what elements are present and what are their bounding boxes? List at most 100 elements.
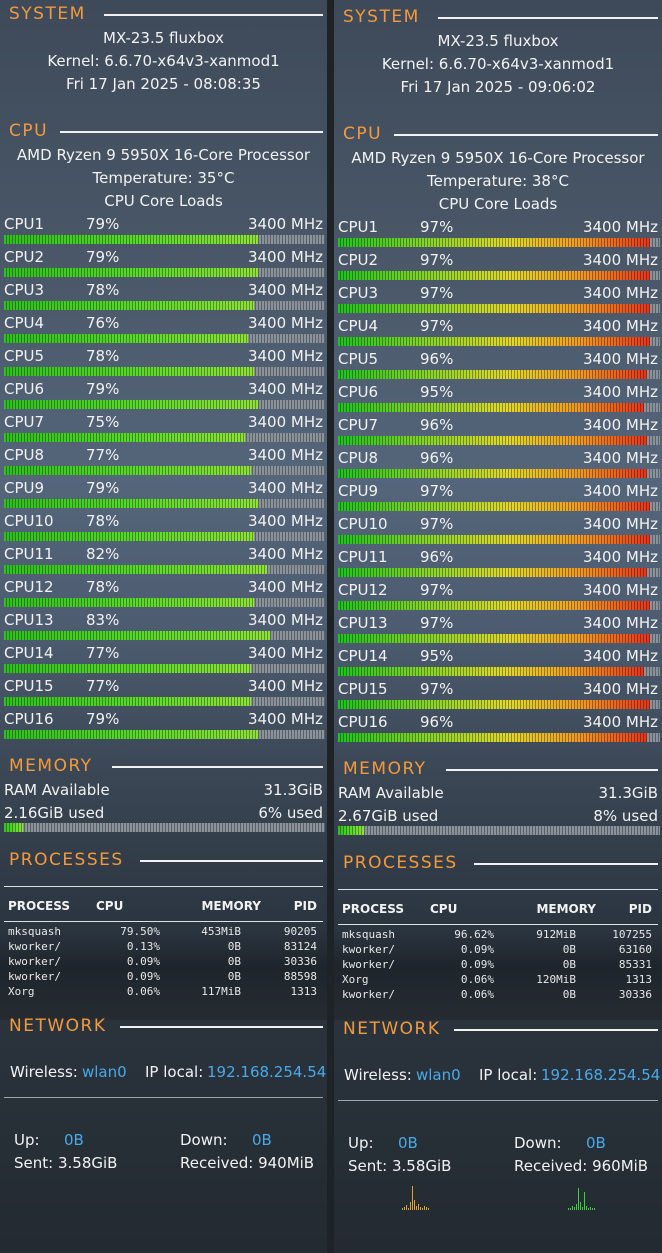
cpu-core-load-bar bbox=[338, 601, 660, 610]
cpu-core-row: CPU2 97% 3400 MHz bbox=[338, 250, 658, 270]
bar-ticks bbox=[4, 631, 325, 640]
cpu-core-load-bar bbox=[4, 235, 325, 244]
cpu-core-loads-label: CPU Core Loads bbox=[438, 195, 558, 213]
cpu-core-load-bar bbox=[338, 634, 660, 643]
cpu-core-load-bar bbox=[4, 730, 325, 739]
process-row: mksquash 96.62% 912MiB 107255 bbox=[338, 928, 658, 942]
cpu-core-row: CPU8 96% 3400 MHz bbox=[338, 448, 658, 468]
process-cpu: 0.09% bbox=[126, 955, 160, 968]
panel-content: SYSTEM MX-23.5 fluxbox Kernel: 6.6.70-x64v… bbox=[0, 0, 327, 1253]
download-graph-bar bbox=[590, 1207, 591, 1210]
cpu-core-load-bar bbox=[338, 304, 660, 313]
cpu-core-load: 95% bbox=[420, 647, 454, 665]
cpu-core-load-bar bbox=[4, 433, 325, 442]
process-row: Xorg 0.06% 120MiB 1313 bbox=[338, 973, 658, 987]
processes-section-title: PROCESSES bbox=[343, 853, 458, 873]
cpu-core-load-fill bbox=[338, 271, 651, 280]
bar-ticks bbox=[338, 568, 660, 577]
cpu-core-load-fill bbox=[4, 400, 258, 409]
bar-ticks bbox=[338, 337, 660, 346]
cpu-core-load: 96% bbox=[420, 713, 454, 731]
download-speed: 0B bbox=[252, 1131, 272, 1149]
cpu-core-frequency: 3400 MHz bbox=[247, 215, 323, 233]
cpu-core-row: CPU11 96% 3400 MHz bbox=[338, 547, 658, 567]
cpu-core-load-fill bbox=[338, 634, 651, 643]
cpu-section-title: CPU bbox=[343, 124, 383, 144]
cpu-core-load-fill bbox=[4, 499, 258, 508]
upload-graph-bar bbox=[428, 1208, 429, 1210]
download-graph-bar bbox=[576, 1204, 577, 1210]
process-pid: 83124 bbox=[283, 940, 317, 953]
system-section-header: SYSTEM bbox=[4, 2, 323, 26]
cpu-core-name: CPU8 bbox=[338, 449, 379, 467]
section-rule bbox=[140, 860, 323, 862]
bar-ticks bbox=[4, 334, 325, 343]
system-section-title: SYSTEM bbox=[343, 7, 420, 27]
cpu-core-load-fill bbox=[338, 568, 648, 577]
ram-available-row: RAM Available 31.3GiB bbox=[338, 782, 658, 804]
process-pid: 1313 bbox=[625, 973, 653, 986]
memory-section-header: MEMORY bbox=[4, 754, 323, 778]
process-name: kworker/ bbox=[8, 955, 61, 968]
upload-graph-bar bbox=[412, 1186, 413, 1210]
system-section-header: SYSTEM bbox=[338, 5, 658, 29]
cpu-core-row: CPU14 95% 3400 MHz bbox=[338, 646, 658, 666]
header-pid: PID bbox=[628, 902, 652, 916]
cpu-core-load: 97% bbox=[420, 284, 454, 302]
ram-available-value: 31.3GiB bbox=[263, 781, 323, 799]
bar-ticks bbox=[338, 733, 660, 742]
bar-ticks bbox=[4, 466, 325, 475]
cpu-core-name: CPU6 bbox=[4, 380, 45, 398]
header-process: PROCESS bbox=[8, 899, 70, 913]
cpu-core-load-fill bbox=[4, 631, 271, 640]
cpu-core-name: CPU2 bbox=[338, 251, 379, 269]
cpu-core-row: CPU3 78% 3400 MHz bbox=[4, 280, 323, 300]
cpu-core-load-fill bbox=[338, 337, 651, 346]
cpu-core-load-fill bbox=[4, 301, 255, 310]
cpu-core-name: CPU3 bbox=[4, 281, 45, 299]
processes-section-header: PROCESSES bbox=[338, 851, 658, 875]
section-rule bbox=[454, 1029, 658, 1031]
network-section-title: NETWORK bbox=[343, 1019, 441, 1039]
process-table-header: PROCESS CPU MEMORY PID bbox=[338, 902, 658, 925]
download-speed: 0B bbox=[586, 1134, 606, 1152]
bar-ticks bbox=[4, 400, 325, 409]
upload-graph-bar bbox=[414, 1200, 415, 1210]
cpu-core-load-bar bbox=[338, 469, 660, 478]
ram-available-label: RAM Available bbox=[338, 784, 444, 802]
download-graph-bar bbox=[568, 1208, 569, 1210]
cpu-core-name: CPU13 bbox=[338, 614, 388, 632]
cpu-core-load: 97% bbox=[420, 317, 454, 335]
cpu-core-row: CPU16 96% 3400 MHz bbox=[338, 712, 658, 732]
upload-graph-bar bbox=[420, 1207, 421, 1210]
ram-used: 2.16GiB used bbox=[4, 804, 105, 822]
cpu-model: AMD Ryzen 9 5950X 16-Core Processor bbox=[16, 146, 311, 164]
cpu-core-load-bar bbox=[4, 631, 325, 640]
header-cpu: CPU bbox=[96, 899, 124, 913]
process-name: kworker/ bbox=[342, 958, 395, 971]
process-cpu: 79.50% bbox=[120, 925, 160, 938]
process-cpu: 0.06% bbox=[460, 988, 494, 1001]
upload-graph-bar bbox=[410, 1202, 411, 1210]
bar-ticks bbox=[4, 499, 325, 508]
processes-top-rule bbox=[4, 886, 323, 887]
cpu-core-load-bar bbox=[338, 667, 660, 676]
cpu-core-row: CPU1 79% 3400 MHz bbox=[4, 214, 323, 234]
process-cpu: 0.06% bbox=[126, 985, 160, 998]
cpu-core-row: CPU12 97% 3400 MHz bbox=[338, 580, 658, 600]
cpu-core-name: CPU11 bbox=[338, 548, 388, 566]
cpu-core-load-bar bbox=[338, 238, 660, 247]
process-memory: 117MiB bbox=[201, 985, 241, 998]
cpu-core-row: CPU5 96% 3400 MHz bbox=[338, 349, 658, 369]
cpu-core-name: CPU3 bbox=[338, 284, 379, 302]
cpu-core-frequency: 3400 MHz bbox=[247, 446, 323, 464]
cpu-core-name: CPU1 bbox=[4, 215, 45, 233]
cpu-core-name: CPU15 bbox=[4, 677, 54, 695]
download-graph-bar bbox=[574, 1207, 575, 1210]
section-rule bbox=[446, 769, 658, 771]
cpu-core-load-bar bbox=[338, 370, 660, 379]
conky-panel-left: SYSTEM MX-23.5 fluxbox Kernel: 6.6.70-x64v… bbox=[0, 0, 327, 1253]
kernel-version: Kernel: 6.6.70-x64v3-xanmod1 bbox=[47, 52, 280, 70]
cpu-core-name: CPU4 bbox=[338, 317, 379, 335]
cpu-core-load-fill bbox=[4, 268, 258, 277]
